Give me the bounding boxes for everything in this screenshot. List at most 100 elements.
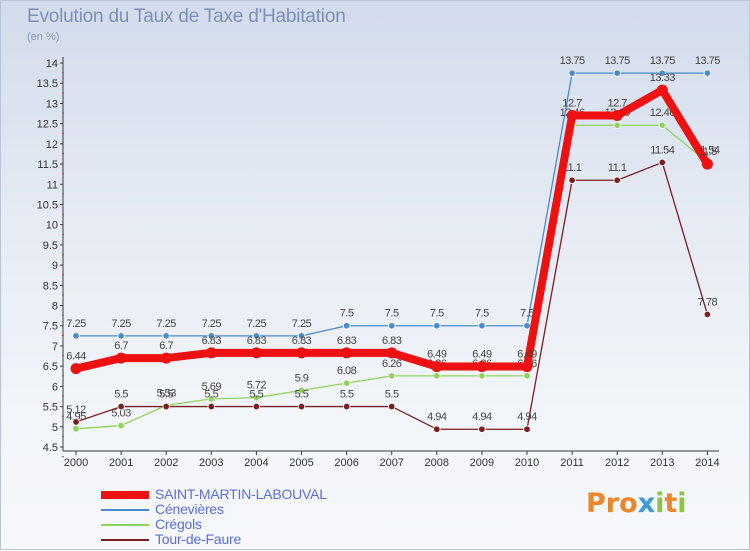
x-tick-label: 2012 — [605, 457, 629, 469]
legend-swatch — [101, 538, 149, 541]
data-label: 5.53 — [156, 387, 176, 399]
y-tick-label: 10.5 — [37, 199, 58, 211]
data-point — [115, 352, 127, 364]
y-tick-label: 9.5 — [43, 240, 58, 252]
data-point — [388, 372, 396, 380]
data-label: 4.94 — [427, 411, 447, 423]
data-point — [207, 395, 215, 403]
data-point — [613, 69, 621, 77]
data-point — [658, 158, 666, 167]
data-label: 7.25 — [202, 318, 222, 330]
data-point — [478, 322, 486, 330]
data-point — [297, 332, 306, 340]
data-label: 5.5 — [340, 389, 354, 401]
data-point — [478, 372, 486, 380]
data-label: 7.25 — [247, 318, 267, 330]
data-label: 7.25 — [292, 318, 312, 330]
data-point — [658, 121, 666, 129]
data-label: 6.83 — [292, 335, 312, 347]
y-tick-label: 5.5 — [43, 402, 58, 414]
data-label: 6.49 — [472, 349, 492, 361]
y-tick-label: 9 — [52, 260, 58, 272]
data-point — [431, 361, 443, 373]
y-tick-label: 13 — [46, 98, 58, 110]
data-label: 13.75 — [695, 55, 720, 67]
data-point — [388, 322, 396, 330]
data-point — [433, 425, 441, 433]
data-label: 7.5 — [520, 308, 534, 320]
data-point — [701, 158, 713, 170]
legend-swatch — [101, 508, 149, 511]
data-point — [207, 332, 215, 340]
data-point — [523, 425, 531, 433]
data-label: 5.12 — [66, 404, 86, 416]
data-label: 5.5 — [204, 389, 218, 401]
data-label: 11.54 — [650, 144, 675, 156]
data-point — [162, 332, 170, 340]
y-tick-label: 4.5 — [43, 442, 58, 454]
data-label: 13.75 — [560, 55, 585, 67]
x-tick-label: 2013 — [650, 457, 674, 469]
logo-letter: i — [677, 488, 687, 519]
data-label: 5.5 — [159, 389, 173, 401]
data-label: 6.26 — [382, 358, 402, 370]
data-point — [117, 421, 125, 430]
data-label: 6.83 — [382, 335, 402, 347]
data-label: 6.83 — [337, 335, 357, 347]
legend-label: Crégols — [155, 516, 202, 532]
data-label: 5.5 — [385, 389, 399, 401]
data-point — [521, 361, 533, 373]
data-point — [117, 402, 125, 411]
legend-label: Tour-de-Faure — [155, 531, 242, 547]
data-point — [433, 372, 441, 380]
x-tick-label: 2007 — [379, 457, 403, 469]
data-label: 13.75 — [605, 55, 630, 67]
data-point — [72, 425, 80, 433]
data-label: 6.49 — [517, 349, 537, 361]
data-label: 6.83 — [202, 335, 222, 347]
y-tick-label: 7 — [52, 341, 58, 353]
x-tick-label: 2003 — [199, 457, 223, 469]
data-point — [252, 402, 261, 411]
data-label: 6.08 — [337, 365, 357, 377]
logo-letter: r — [605, 488, 620, 519]
data-label: 6.7 — [159, 340, 173, 352]
x-tick-label: 2000 — [64, 457, 88, 469]
data-label: 12.7 — [562, 98, 582, 110]
data-point — [72, 418, 80, 426]
data-label: 7.5 — [475, 308, 489, 320]
data-label: 7.25 — [156, 318, 176, 330]
data-label: 13.75 — [650, 55, 675, 67]
data-point — [388, 402, 396, 411]
data-point — [566, 110, 578, 122]
data-label: 5.69 — [202, 381, 222, 393]
data-label: 5.5 — [114, 389, 128, 401]
data-point — [72, 332, 80, 340]
legend-swatch — [101, 523, 149, 526]
data-label: 6.49 — [427, 349, 447, 361]
data-point — [252, 393, 261, 402]
logo-letter: P — [586, 488, 606, 519]
y-tick-label: 7.5 — [43, 321, 58, 333]
data-point — [523, 372, 531, 380]
logo-letter: i — [655, 488, 665, 519]
data-label: 7.25 — [111, 318, 131, 330]
data-point — [70, 363, 82, 375]
data-point — [342, 402, 351, 411]
y-tick-label: 10 — [46, 220, 58, 232]
x-tick-label: 2005 — [289, 457, 313, 469]
data-label: 6.83 — [247, 335, 267, 347]
chart-title: Evolution du Taux de Taxe d'Habitation — [27, 6, 346, 27]
logo-letter: t — [664, 488, 678, 519]
y-tick-label: 6.5 — [43, 361, 58, 373]
data-point — [613, 176, 621, 184]
data-point — [613, 121, 621, 129]
y-tick-label: 14 — [46, 58, 58, 70]
data-point — [342, 322, 351, 330]
data-point — [478, 425, 486, 433]
data-label: 11.5 — [698, 146, 717, 158]
data-label: 7.25 — [66, 318, 86, 330]
x-tick-label: 2004 — [244, 457, 268, 469]
